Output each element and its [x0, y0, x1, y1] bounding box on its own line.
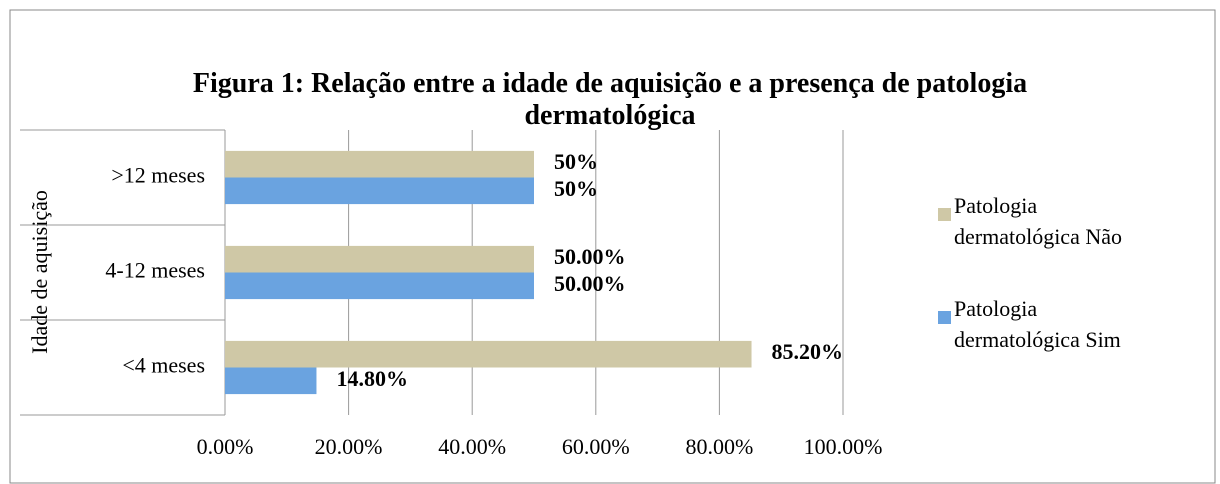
data-label: 50.00% — [554, 271, 626, 296]
legend-swatch — [938, 311, 951, 324]
y-tick-label: <4 meses — [122, 353, 205, 378]
legend-swatch — [938, 208, 951, 221]
bar — [225, 367, 317, 395]
y-tick-label: 4-12 meses — [105, 258, 205, 283]
y-tick-label: >12 meses — [111, 163, 205, 188]
legend-label: Patologia dermatológica Não — [954, 193, 1122, 249]
y-axis-label: Idade de aquisição — [27, 190, 52, 354]
chart-title: Figura 1: Relação entre a idade de aquis… — [192, 68, 1028, 131]
data-label: 50% — [554, 149, 598, 174]
x-tick-label: 20.00% — [315, 434, 383, 459]
chart-border — [9, 9, 1216, 484]
x-tick-label: 40.00% — [438, 434, 506, 459]
bar — [225, 177, 534, 205]
bar — [225, 340, 752, 368]
x-tick-label: 0.00% — [197, 434, 254, 459]
x-tick-label: 60.00% — [562, 434, 630, 459]
x-tick-label: 80.00% — [685, 434, 753, 459]
data-label: 14.80% — [336, 366, 408, 391]
bar — [225, 150, 534, 178]
bar — [225, 272, 534, 300]
legend-label: Patologia dermatológica Sim — [954, 296, 1121, 352]
bar — [225, 245, 534, 273]
data-label: 50% — [554, 176, 598, 201]
data-label: 85.20% — [772, 339, 844, 364]
x-tick-label: 100.00% — [804, 434, 883, 459]
data-label: 50.00% — [554, 244, 626, 269]
